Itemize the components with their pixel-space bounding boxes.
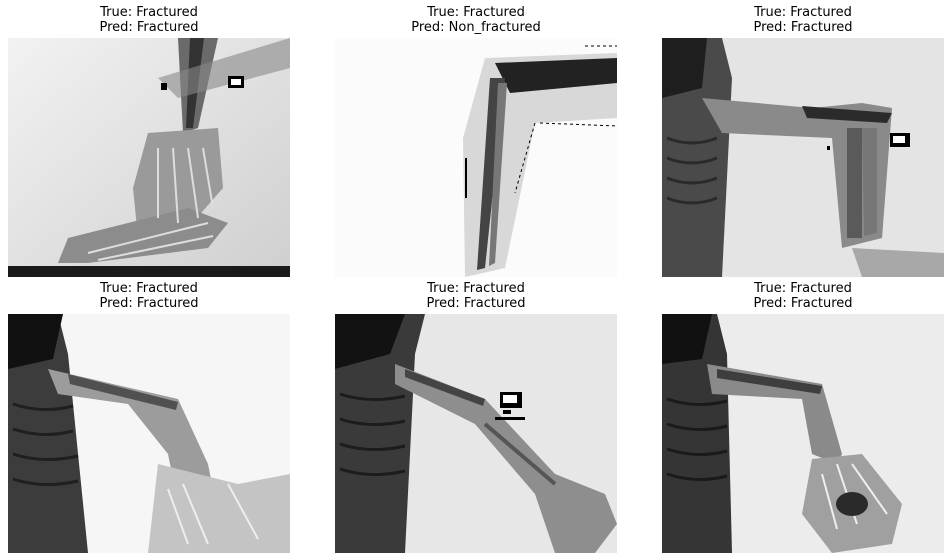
xray-image-arm: [335, 38, 617, 277]
pred-label: Pred: Fractured: [99, 296, 199, 311]
pred-label: Pred: Fractured: [753, 296, 853, 311]
true-label: True: Fractured: [100, 5, 198, 20]
true-label: True: Fractured: [427, 5, 525, 20]
pred-label: Pred: Fractured: [426, 296, 526, 311]
true-label: True: Fractured: [754, 281, 852, 296]
true-label: True: Fractured: [754, 5, 852, 20]
true-label: True: Fractured: [427, 281, 525, 296]
xray-image-arm-hand: [662, 314, 944, 553]
pred-label: Pred: Fractured: [753, 20, 853, 35]
pred-label: Pred: Non_fractured: [411, 20, 541, 35]
xray-image-torso-arm: [662, 38, 944, 277]
pred-label: Pred: Fractured: [99, 20, 199, 35]
xray-image-shoulder-arm: [8, 314, 290, 553]
xray-image-torso-forearm: [335, 314, 617, 553]
true-label: True: Fractured: [100, 281, 198, 296]
xray-image-hand: [8, 38, 290, 277]
